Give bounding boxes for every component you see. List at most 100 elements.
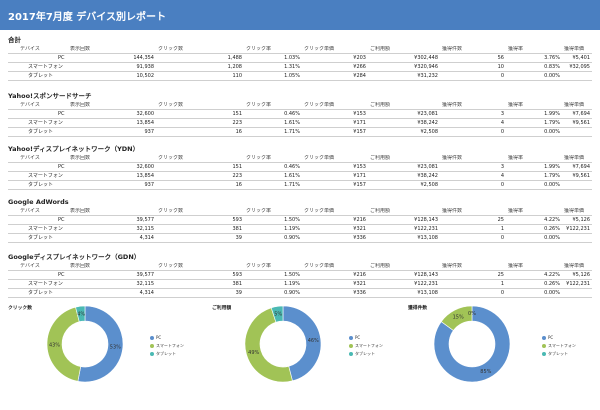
legend-item: タブレット bbox=[349, 350, 383, 358]
value-cell: ¥153 bbox=[302, 162, 368, 172]
value-cell: ¥7,694 bbox=[562, 162, 592, 172]
donut-slice-スマートフォン bbox=[244, 307, 293, 383]
device-table: デバイス 表示回数 クリック数 クリック率 クリック単価 ご利用額 獲得件数 獲得率 獲得単価 P… bbox=[8, 102, 592, 137]
legend-label: PC bbox=[548, 335, 554, 340]
column-header: デバイス bbox=[20, 102, 40, 108]
value-cell: 1.61% bbox=[244, 118, 302, 128]
value-cell: 0 bbox=[440, 71, 506, 81]
device-cell: スマートフォン bbox=[8, 224, 68, 234]
value-cell: 13,854 bbox=[68, 171, 156, 181]
value-cell: 0.00% bbox=[506, 233, 562, 243]
value-cell: ¥336 bbox=[302, 288, 368, 298]
value-cell: 0.00% bbox=[506, 288, 562, 298]
value-cell: ¥2,508 bbox=[368, 127, 440, 137]
value-cell: 25 bbox=[440, 215, 506, 225]
device-cell: スマートフォン bbox=[8, 171, 68, 181]
column-header: デバイス bbox=[20, 263, 40, 269]
column-header: クリック率 bbox=[246, 263, 272, 269]
value-cell: 39,577 bbox=[68, 215, 156, 225]
legend-label: スマートフォン bbox=[156, 343, 184, 348]
column-header: クリック数 bbox=[158, 208, 184, 214]
column-header: 獲得率 bbox=[508, 46, 524, 52]
device-cell: PC bbox=[8, 162, 68, 172]
column-header: 獲得率 bbox=[508, 263, 524, 269]
legend-item: タブレット bbox=[542, 350, 576, 358]
value-cell: 4.22% bbox=[506, 270, 562, 280]
legend-label: タブレット bbox=[548, 351, 568, 356]
value-cell: 1.31% bbox=[244, 62, 302, 72]
value-cell: 223 bbox=[156, 171, 244, 181]
chart-title: ご利用額 bbox=[212, 306, 232, 311]
report-header: 2017年7月度 デバイス別レポート bbox=[0, 0, 600, 30]
device-cell: PC bbox=[8, 109, 68, 119]
column-header: クリック単価 bbox=[304, 155, 335, 161]
section-2: Yahoo!ディスプレイネットワーク（YDN） デバイス 表示回数 クリック数 クリック… bbox=[8, 145, 592, 190]
value-cell: 937 bbox=[68, 127, 156, 137]
value-cell: 1.19% bbox=[244, 224, 302, 234]
legend-label: スマートフォン bbox=[548, 343, 576, 348]
chart-legend: PC スマートフォン タブレット bbox=[349, 334, 383, 358]
column-header: 獲得単価 bbox=[564, 263, 585, 269]
value-cell: 3 bbox=[440, 109, 506, 119]
donut-slice-PC bbox=[282, 305, 322, 382]
slice-label: 46% bbox=[308, 338, 319, 344]
value-cell: 1.79% bbox=[506, 171, 562, 181]
value-cell: 0.00% bbox=[506, 127, 562, 137]
value-cell: 151 bbox=[156, 162, 244, 172]
value-cell: 13,854 bbox=[68, 118, 156, 128]
legend-swatch bbox=[542, 344, 546, 348]
column-header: 表示回数 bbox=[70, 155, 91, 161]
column-header: ご利用額 bbox=[370, 155, 391, 161]
value-cell: ¥9,561 bbox=[562, 118, 592, 128]
value-cell: ¥7,694 bbox=[562, 109, 592, 119]
value-cell bbox=[562, 71, 592, 81]
value-cell: ¥9,561 bbox=[562, 171, 592, 181]
value-cell: ¥171 bbox=[302, 118, 368, 128]
value-cell: 1.03% bbox=[244, 53, 302, 63]
device-cell: スマートフォン bbox=[8, 279, 68, 289]
section-0: 合計 デバイス 表示回数 クリック数 クリック率 クリック単価 ご利用額 獲得件数 獲得率 獲得単… bbox=[8, 36, 592, 81]
table-row: スマートフォン 91,938 1,208 1.31% ¥266 ¥320,946 10 0.8… bbox=[8, 62, 592, 72]
value-cell bbox=[562, 180, 592, 190]
legend-label: PC bbox=[156, 335, 162, 340]
device-table: デバイス 表示回数 クリック数 クリック率 クリック単価 ご利用額 獲得件数 獲得率 獲得単価 P… bbox=[8, 263, 592, 298]
value-cell: ¥23,081 bbox=[368, 162, 440, 172]
device-table: デバイス 表示回数 クリック数 クリック率 クリック単価 ご利用額 獲得件数 獲得率 獲得単価 P… bbox=[8, 155, 592, 190]
value-cell: ¥32,095 bbox=[562, 62, 592, 72]
value-cell: 151 bbox=[156, 109, 244, 119]
device-table: デバイス 表示回数 クリック数 クリック率 クリック単価 ご利用額 獲得件数 獲得率 獲得単価 P… bbox=[8, 208, 592, 243]
legend-swatch bbox=[150, 336, 154, 340]
value-cell: 593 bbox=[156, 270, 244, 280]
device-cell: タブレット bbox=[8, 71, 68, 81]
value-cell: ¥302,448 bbox=[368, 53, 440, 63]
value-cell: 4 bbox=[440, 171, 506, 181]
chart-legend: PC スマートフォン タブレット bbox=[150, 334, 184, 358]
value-cell: 4,314 bbox=[68, 233, 156, 243]
legend-label: タブレット bbox=[156, 351, 176, 356]
value-cell: ¥266 bbox=[302, 62, 368, 72]
device-cell: スマートフォン bbox=[8, 118, 68, 128]
legend-swatch bbox=[150, 352, 154, 356]
column-header: デバイス bbox=[20, 155, 40, 161]
column-header: ご利用額 bbox=[370, 263, 391, 269]
value-cell: 1.71% bbox=[244, 180, 302, 190]
table-row: タブレット 937 16 1.71% ¥157 ¥2,508 0 0.00% bbox=[8, 127, 592, 137]
table-row: タブレット 4,314 39 0.90% ¥336 ¥13,108 0 0.00% bbox=[8, 233, 592, 243]
value-cell: 0.83% bbox=[506, 62, 562, 72]
column-header: クリック数 bbox=[158, 46, 184, 52]
slice-label: 49% bbox=[248, 350, 259, 356]
value-cell bbox=[562, 127, 592, 137]
value-cell: 1.61% bbox=[244, 171, 302, 181]
value-cell: 16 bbox=[156, 180, 244, 190]
slice-label: 43% bbox=[49, 343, 60, 349]
value-cell: ¥216 bbox=[302, 215, 368, 225]
table-row: スマートフォン 13,854 223 1.61% ¥171 ¥38,242 4 1.79% ¥9… bbox=[8, 171, 592, 181]
value-cell: 1.50% bbox=[244, 215, 302, 225]
value-cell: 1.19% bbox=[244, 279, 302, 289]
value-cell: 0 bbox=[440, 180, 506, 190]
value-cell: ¥153 bbox=[302, 109, 368, 119]
value-cell: ¥122,231 bbox=[368, 279, 440, 289]
